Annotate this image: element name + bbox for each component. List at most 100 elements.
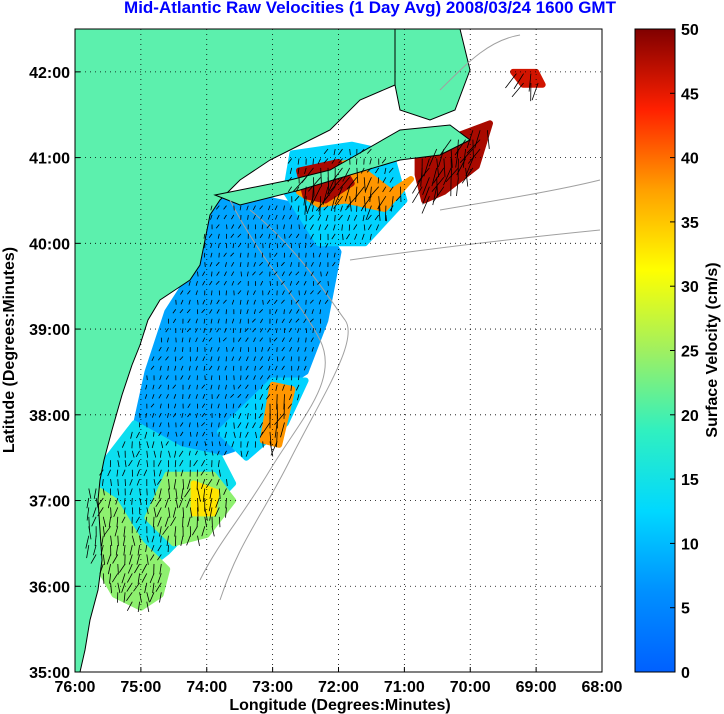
- current-vector: [289, 346, 293, 352]
- current-vector: [505, 73, 517, 89]
- current-vector: [275, 233, 278, 239]
- current-vector: [209, 488, 213, 499]
- current-vector: [121, 441, 126, 448]
- current-vector: [149, 573, 155, 584]
- current-vector: [216, 327, 220, 333]
- current-vector: [215, 261, 220, 267]
- current-vector: [145, 545, 148, 552]
- depth-contour: [349, 229, 601, 261]
- current-vector: [173, 394, 177, 399]
- current-vector: [195, 280, 198, 286]
- current-vector: [253, 243, 256, 249]
- current-vector: [122, 469, 126, 477]
- current-vector: [304, 290, 307, 296]
- current-vector: [146, 592, 150, 603]
- current-vector: [182, 507, 185, 518]
- current-vector: [201, 526, 206, 537]
- current-vector: [117, 563, 119, 575]
- current-vector: [216, 309, 220, 314]
- current-vector: [239, 205, 242, 211]
- map-grid: [75, 29, 602, 672]
- current-vector: [348, 224, 351, 231]
- current-vector: [188, 280, 191, 286]
- current-vector: [122, 535, 126, 546]
- current-vector: [131, 535, 136, 546]
- current-vector: [274, 412, 285, 425]
- current-vector: [167, 337, 169, 343]
- current-vector: [312, 158, 314, 165]
- current-vector: [145, 384, 148, 390]
- current-vector: [149, 554, 155, 561]
- current-vector: [230, 393, 235, 398]
- current-vector: [201, 422, 206, 427]
- current-vector: [513, 73, 524, 90]
- current-vector: [109, 573, 111, 584]
- current-vector: [240, 450, 243, 457]
- current-vector: [195, 356, 198, 362]
- current-vector: [143, 469, 148, 477]
- current-vector: [282, 214, 285, 220]
- current-vector: [126, 582, 133, 592]
- current-vector: [240, 309, 242, 315]
- new-england-coast: [394, 29, 471, 121]
- current-vector: [240, 271, 242, 277]
- colorbar-tick-label: 40: [681, 151, 699, 168]
- current-vector: [157, 356, 162, 361]
- current-vector: [288, 318, 293, 324]
- colorbar: [634, 28, 676, 673]
- current-vector: [203, 233, 206, 239]
- current-vector: [421, 196, 430, 214]
- current-vector: [224, 412, 227, 418]
- current-vector: [266, 299, 271, 305]
- current-vector: [303, 280, 307, 286]
- current-vector: [273, 337, 278, 342]
- current-vector: [202, 356, 206, 362]
- current-vector: [259, 327, 264, 333]
- current-vector: [466, 139, 481, 154]
- current-vector: [218, 469, 221, 477]
- current-vector: [261, 252, 264, 258]
- current-vector: [153, 450, 157, 458]
- axis-ticks: 76:00 75:00 74:00 73:00 72:00 71:00 70:00 69:00…: [29, 65, 622, 696]
- current-vector: [106, 554, 111, 565]
- current-vector: [450, 148, 453, 168]
- current-vector: [121, 516, 126, 524]
- current-vector: [152, 422, 155, 428]
- current-vector: [289, 252, 293, 258]
- y-tick-label: 38:00: [29, 408, 70, 425]
- current-vector: [127, 563, 133, 574]
- current-vector: [197, 497, 199, 512]
- current-vector: [232, 328, 235, 334]
- current-vector: [226, 479, 228, 487]
- current-vector: [325, 290, 329, 296]
- current-vector: [174, 347, 177, 352]
- current-vector: [225, 318, 227, 324]
- current-vector: [88, 516, 90, 531]
- current-vector: [189, 431, 192, 437]
- current-vector: [158, 431, 162, 437]
- current-vector: [188, 365, 191, 371]
- current-vector: [253, 337, 256, 343]
- current-vector: [323, 158, 329, 164]
- current-vector: [432, 167, 445, 184]
- current-vector: [186, 327, 191, 333]
- current-vector: [346, 177, 358, 190]
- current-vector: [288, 327, 293, 333]
- current-vector: [188, 299, 191, 305]
- current-vector: [225, 422, 227, 428]
- current-vector: [203, 365, 206, 371]
- current-vector: [187, 412, 191, 418]
- current-vector: [178, 450, 184, 457]
- current-vector: [158, 469, 162, 477]
- current-vector: [159, 422, 162, 428]
- current-vector: [454, 139, 466, 156]
- current-vector: [110, 479, 112, 486]
- current-vector: [112, 554, 119, 564]
- current-vector: [145, 413, 148, 418]
- current-vector: [181, 337, 184, 343]
- current-vector: [269, 281, 271, 286]
- current-vector: [231, 280, 235, 286]
- y-axis-label: Latitude (Degrees:Minutes): [1, 247, 18, 453]
- current-vector: [180, 365, 184, 371]
- current-vector: [422, 186, 430, 205]
